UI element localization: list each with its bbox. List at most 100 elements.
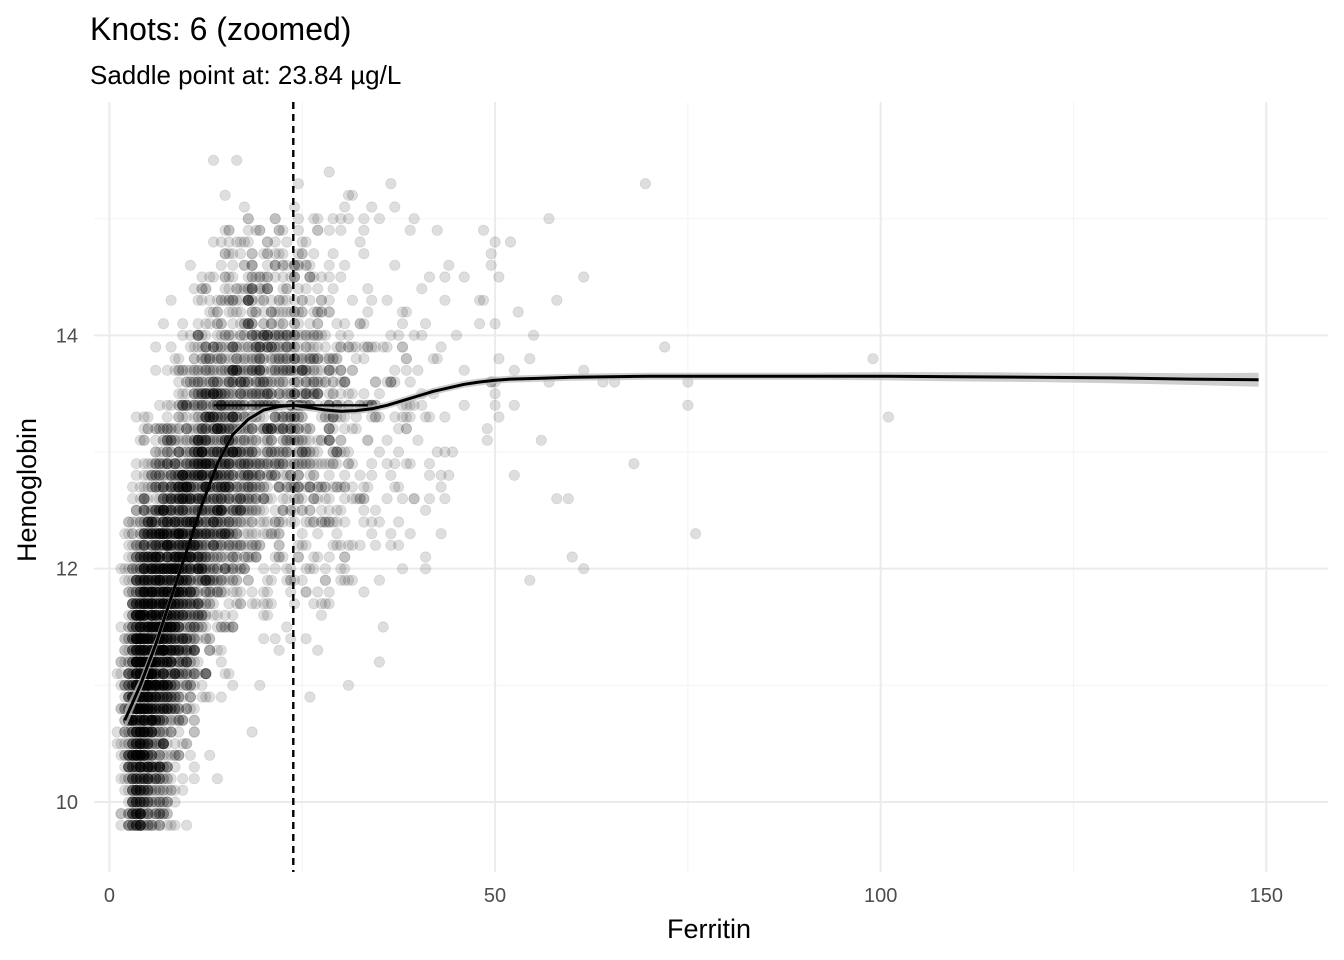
data-point bbox=[150, 819, 162, 831]
data-point bbox=[150, 679, 162, 691]
data-point bbox=[165, 563, 177, 575]
data-point bbox=[339, 376, 351, 388]
data-point bbox=[281, 621, 293, 633]
data-point bbox=[177, 318, 189, 330]
data-point bbox=[165, 563, 177, 575]
data-point bbox=[223, 248, 235, 260]
data-point bbox=[150, 574, 162, 586]
data-point bbox=[473, 294, 486, 306]
data-point bbox=[277, 306, 289, 318]
data-point bbox=[339, 259, 351, 271]
data-point bbox=[566, 551, 578, 563]
data-point bbox=[219, 458, 231, 470]
data-point bbox=[154, 469, 166, 481]
data-point bbox=[223, 458, 235, 470]
data-point bbox=[277, 551, 289, 563]
data-point bbox=[188, 761, 200, 773]
data-point bbox=[184, 469, 196, 481]
data-point bbox=[578, 271, 590, 283]
data-point bbox=[562, 493, 574, 505]
data-point bbox=[169, 481, 181, 493]
data-point bbox=[277, 388, 289, 400]
data-point bbox=[200, 364, 212, 376]
data-point bbox=[416, 399, 428, 411]
data-point bbox=[204, 528, 216, 540]
data-point bbox=[134, 808, 146, 820]
data-point bbox=[381, 294, 393, 306]
data-point bbox=[339, 481, 351, 493]
data-point bbox=[300, 423, 312, 435]
data-point bbox=[138, 726, 150, 738]
data-point bbox=[346, 364, 358, 376]
data-point bbox=[138, 598, 150, 610]
data-point bbox=[335, 329, 347, 341]
data-point bbox=[489, 388, 501, 400]
data-point bbox=[234, 248, 247, 260]
data-point bbox=[354, 539, 366, 551]
data-point bbox=[146, 621, 158, 633]
data-point bbox=[219, 586, 231, 598]
data-point bbox=[246, 364, 258, 376]
data-point bbox=[231, 446, 243, 458]
data-point bbox=[161, 668, 173, 680]
data-point bbox=[142, 773, 154, 785]
data-point bbox=[254, 481, 266, 493]
data-point bbox=[242, 528, 254, 540]
data-point bbox=[161, 703, 173, 715]
data-point bbox=[134, 644, 146, 656]
data-point bbox=[323, 259, 335, 271]
data-point bbox=[219, 353, 231, 365]
data-point bbox=[312, 353, 324, 365]
data-point bbox=[177, 633, 189, 645]
data-point bbox=[219, 411, 231, 423]
data-point bbox=[146, 586, 158, 598]
data-point bbox=[246, 306, 258, 318]
data-point bbox=[173, 726, 185, 738]
data-point bbox=[435, 528, 447, 540]
data-point bbox=[211, 353, 223, 365]
data-point bbox=[304, 691, 316, 703]
data-point bbox=[238, 259, 250, 271]
data-point bbox=[300, 423, 312, 435]
data-point bbox=[123, 516, 135, 528]
data-point bbox=[138, 691, 150, 703]
data-point bbox=[196, 423, 208, 435]
data-point bbox=[173, 644, 185, 656]
data-point bbox=[358, 586, 370, 598]
data-point bbox=[204, 388, 216, 400]
data-point bbox=[181, 481, 193, 493]
data-point bbox=[373, 574, 385, 586]
data-point bbox=[127, 738, 139, 750]
data-point bbox=[138, 574, 150, 586]
data-point bbox=[161, 539, 173, 551]
data-point bbox=[254, 679, 266, 691]
data-point bbox=[238, 236, 250, 248]
data-point bbox=[419, 563, 432, 575]
data-point bbox=[134, 551, 146, 563]
data-point bbox=[227, 341, 239, 353]
data-point bbox=[192, 609, 204, 621]
data-point bbox=[215, 341, 227, 353]
data-point bbox=[130, 656, 142, 668]
data-point bbox=[192, 329, 204, 341]
data-point bbox=[366, 458, 378, 470]
data-point bbox=[385, 178, 397, 190]
data-point bbox=[207, 388, 220, 400]
data-point bbox=[146, 691, 158, 703]
data-point bbox=[142, 738, 154, 750]
data-point bbox=[315, 271, 328, 283]
data-point bbox=[265, 388, 277, 400]
data-point bbox=[319, 329, 331, 341]
data-point bbox=[215, 469, 227, 481]
data-point bbox=[265, 306, 277, 318]
data-point bbox=[327, 481, 339, 493]
data-point bbox=[269, 551, 281, 563]
data-point bbox=[127, 784, 139, 796]
data-point bbox=[169, 621, 181, 633]
data-point bbox=[134, 784, 146, 796]
data-point bbox=[127, 481, 139, 493]
data-point bbox=[246, 306, 258, 318]
data-point bbox=[146, 598, 158, 610]
data-point bbox=[265, 423, 277, 435]
data-point bbox=[134, 633, 146, 645]
